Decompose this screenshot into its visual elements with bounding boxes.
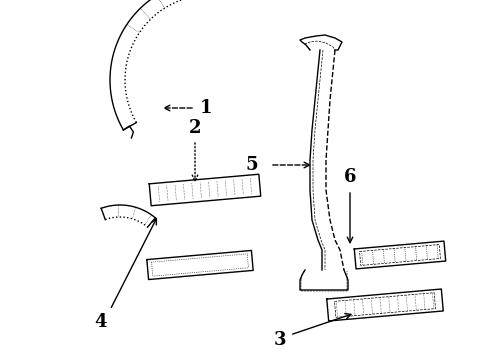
Text: 1: 1 bbox=[200, 99, 213, 117]
Text: 3: 3 bbox=[274, 331, 286, 349]
Text: 5: 5 bbox=[245, 156, 258, 174]
Text: 2: 2 bbox=[189, 119, 201, 137]
Text: 6: 6 bbox=[344, 168, 356, 186]
Text: 4: 4 bbox=[94, 313, 106, 331]
